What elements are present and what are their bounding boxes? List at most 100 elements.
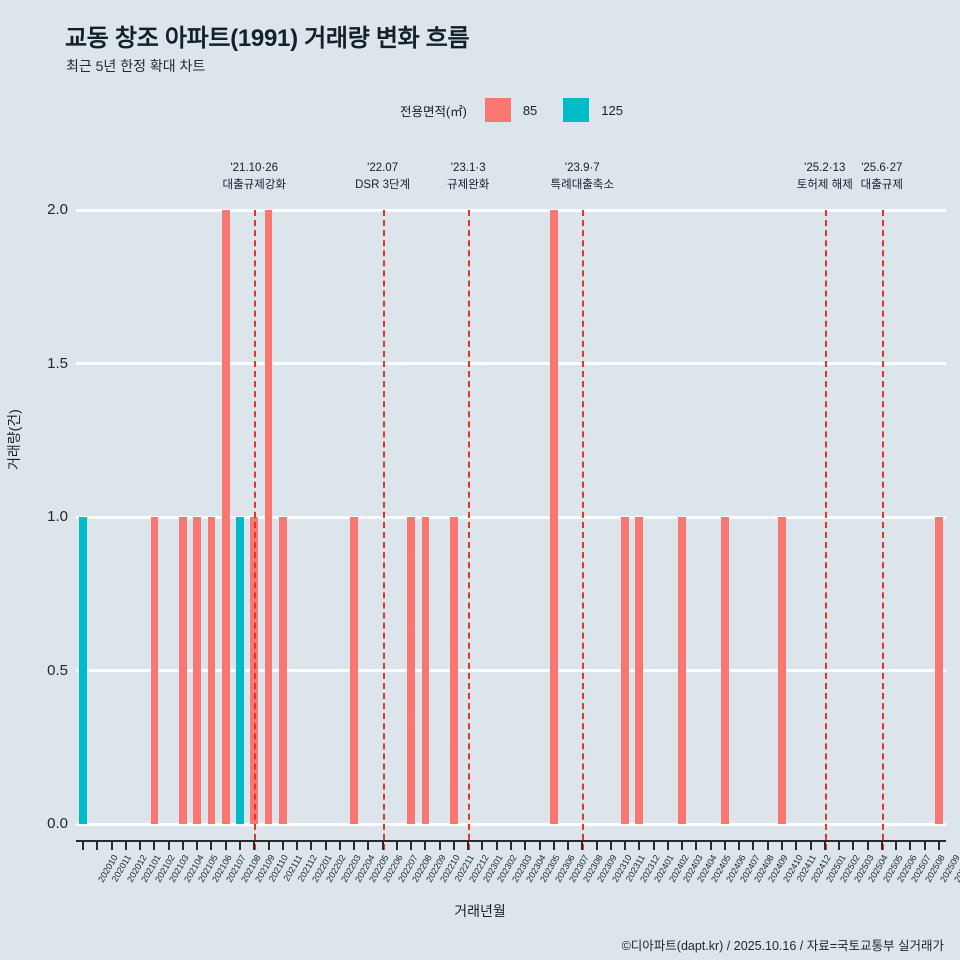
x-axis-tick-mark — [181, 840, 184, 850]
x-axis-tick-mark — [395, 840, 398, 850]
x-axis-tick-mark — [267, 840, 270, 850]
y-axis-tick-label: 2.0 — [47, 201, 68, 218]
bar — [549, 210, 558, 824]
annotation-vline — [582, 210, 585, 850]
x-axis-tick-mark — [709, 840, 712, 850]
annotation-date: '22.07 — [367, 162, 399, 174]
x-axis-tick-mark — [110, 840, 113, 850]
bar — [934, 517, 943, 824]
annotation-vline — [468, 210, 471, 850]
chart-plot-area — [76, 208, 946, 850]
x-axis-tick-mark — [937, 840, 940, 850]
x-axis-tick-mark — [752, 840, 755, 850]
x-axis-tick-mark — [581, 840, 584, 850]
x-axis-tick-mark — [510, 840, 512, 850]
x-axis-tick-mark — [253, 840, 256, 850]
x-axis-tick-mark — [552, 840, 555, 850]
bar — [264, 210, 273, 824]
x-axis-tick-mark — [467, 840, 470, 850]
x-axis-label: 거래년월 — [454, 903, 506, 919]
x-axis-tick-mark — [310, 840, 313, 850]
x-axis-tick-mark — [909, 840, 912, 850]
x-axis-tick-mark — [809, 840, 812, 850]
y-axis-label: 거래량(건) — [6, 409, 22, 470]
bar — [450, 517, 458, 824]
x-axis-tick-mark — [153, 840, 156, 850]
x-axis-tick-mark — [124, 840, 127, 850]
x-axis-tick-mark — [895, 840, 898, 850]
x-axis-tick-mark — [82, 840, 85, 850]
bar — [635, 517, 644, 824]
bar — [678, 517, 687, 824]
annotation-label: '25.6·27 대출규제 — [861, 160, 903, 194]
legend-swatch-125 — [563, 98, 590, 122]
x-axis-tick-mark — [353, 840, 356, 850]
x-axis-tick-mark — [852, 840, 855, 850]
y-axis-tick-label: 1.0 — [47, 508, 68, 525]
gridline — [76, 515, 946, 519]
x-axis-tick-mark — [424, 840, 427, 850]
x-axis-tick-mark — [495, 840, 498, 850]
bar — [778, 517, 786, 824]
x-axis-tick-mark — [666, 840, 669, 850]
legend-label-125: 125 — [601, 102, 623, 118]
annotation-text: 규제완화 — [447, 179, 490, 191]
annotation-label: '23.1·3 규제완화 — [447, 160, 489, 194]
page-subtitle: 최근 5년 한정 확대 차트 — [66, 58, 206, 74]
x-axis-tick-mark — [324, 840, 327, 850]
bar — [278, 517, 287, 824]
annotation-text: 대출규제강화 — [222, 179, 287, 191]
gridline — [76, 208, 946, 212]
bar — [350, 517, 359, 824]
x-axis-tick-mark — [681, 840, 684, 850]
x-axis-tick-mark — [167, 840, 170, 850]
x-axis-tick-mark — [638, 840, 641, 850]
bar — [79, 517, 88, 824]
x-axis-tick-mark — [481, 840, 484, 850]
gridline — [76, 362, 946, 365]
annotation-text: 특례대출축소 — [550, 179, 615, 191]
x-axis-tick-mark — [738, 840, 741, 850]
x-axis-tick-mark — [624, 840, 627, 850]
x-axis-tick-mark — [338, 840, 341, 850]
x-axis-tick-mark — [524, 840, 527, 850]
x-axis-tick-mark — [96, 840, 99, 850]
bar — [236, 517, 244, 824]
annotation-date: '25.2·13 — [804, 162, 846, 174]
footer-credit: ©디아파트(dapt.kr) / 2025.10.16 / 자료=국토교통부 실… — [621, 939, 944, 953]
x-axis-tick-mark — [823, 840, 826, 850]
annotation-text: DSR 3단계 — [355, 179, 411, 191]
x-axis-tick-mark — [239, 840, 242, 850]
bar — [150, 517, 159, 824]
annotation-date: '23.1·3 — [450, 162, 486, 174]
x-axis-tick-mark — [595, 840, 598, 850]
gridline — [76, 669, 946, 672]
legend-title: 전용면적(㎡) — [400, 104, 467, 119]
legend-label-85: 85 — [522, 102, 538, 118]
annotation-label: '21.10·26 대출규제강화 — [223, 160, 286, 194]
annotation-vline — [824, 210, 827, 850]
annotation-label: '22.07 DSR 3단계 — [355, 160, 410, 194]
x-axis-tick-mark — [210, 840, 213, 850]
gridline — [76, 822, 946, 826]
x-axis-tick-mark — [381, 840, 384, 850]
bar — [421, 517, 430, 824]
x-axis-tick-mark — [281, 840, 284, 850]
x-axis-tick-mark — [838, 840, 841, 850]
annotation-label: '25.2·13 토허제 해제 — [797, 160, 853, 194]
bar — [721, 517, 729, 824]
annotation-vline — [881, 210, 884, 850]
x-axis-tick-mark — [367, 840, 370, 850]
bar — [193, 517, 202, 824]
x-axis-tick-mark — [723, 840, 726, 850]
x-axis-tick-mark — [196, 840, 199, 850]
y-axis-tick-label: 1.5 — [47, 354, 68, 372]
y-axis-tick-label: 0.5 — [47, 661, 68, 679]
x-axis-tick-mark — [923, 840, 926, 850]
annotation-text: 토허제 해제 — [796, 179, 853, 191]
annotation-label: '23.9·7 특례대출축소 — [551, 160, 614, 194]
x-axis-tick-mark — [224, 840, 227, 850]
x-axis-tick-mark — [766, 840, 769, 850]
annotation-vline — [254, 210, 257, 850]
x-axis-tick-mark — [652, 840, 655, 850]
